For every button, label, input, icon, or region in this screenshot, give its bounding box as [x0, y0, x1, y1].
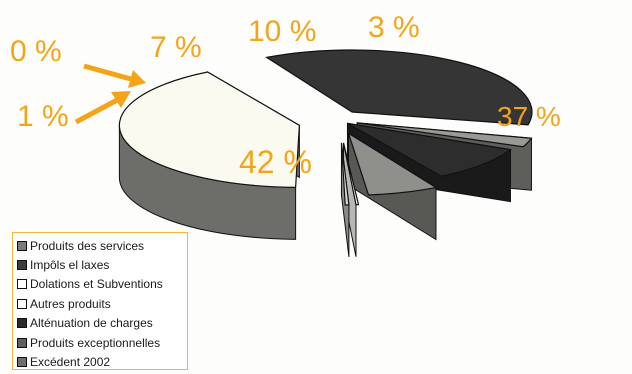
legend-item-produits-exceptionnelles: Produits exceptionnelles: [17, 333, 183, 352]
legend-label: Alténuation de charges: [30, 316, 153, 331]
label-42-percent: 42 %: [239, 144, 312, 180]
pie-slice-top: [347, 131, 438, 196]
legend-label: Dolations et Subventions: [30, 277, 163, 292]
legend-item-dolations-et-subventions: Dolations et Subventions: [17, 275, 183, 294]
legend-swatch: [17, 260, 27, 271]
arrow-1-percent: [74, 95, 123, 125]
legend-item-autres-produits: Autres produits: [17, 294, 183, 313]
legend-swatch: [17, 240, 27, 251]
legend-item-excedent-2002: Excédent 2002: [17, 352, 183, 371]
legend-label: Produits exceptionnelles: [30, 335, 161, 350]
legend-label: Autres produits: [30, 296, 111, 311]
legend-item-attenuation-de-charges: Alténuation de charges: [17, 314, 183, 333]
label-0-percent: 0 %: [10, 35, 62, 68]
pie-slice-top: [340, 142, 350, 206]
label-37-percent: 37 %: [497, 101, 561, 132]
pie-slice: [118, 71, 301, 240]
callout-arrows: [74, 63, 146, 125]
arrow-0-percent: [83, 63, 139, 84]
arrow-1-percent-head: [111, 91, 131, 108]
pie-slice-top: [347, 122, 512, 177]
label-1-percent: 1 %: [17, 100, 69, 133]
legend: Produits des services Impôls el laxes Do…: [12, 232, 188, 370]
pie-slice-top: [118, 71, 301, 188]
legend-swatch: [17, 279, 27, 290]
legend-label: Produits des services: [30, 238, 145, 253]
legend-label: Impôls el laxes: [30, 258, 110, 273]
legend-swatch: [17, 318, 27, 329]
pie-slice-top: [356, 122, 533, 148]
legend-item-produits-des-services: Produits des services: [17, 236, 183, 255]
label-3-percent: 3 %: [368, 11, 420, 44]
pie-slices: [118, 49, 533, 257]
pie-slice-top: [265, 49, 533, 126]
legend-item-impols-el-laxes: Impôls el laxes: [17, 255, 183, 274]
legend-swatch: [17, 337, 27, 348]
legend-label: Excédent 2002: [30, 355, 111, 370]
label-7-percent: 7 %: [150, 31, 202, 64]
pie-slice: [347, 131, 438, 241]
legend-swatch: [17, 357, 27, 368]
pie-slice: [340, 142, 350, 257]
legend-swatch: [17, 298, 27, 309]
arrow-0-percent-head: [128, 70, 146, 88]
label-10-percent: 10 %: [248, 15, 317, 48]
pie-slice-top: [342, 142, 360, 206]
pie-slice: [265, 49, 533, 126]
